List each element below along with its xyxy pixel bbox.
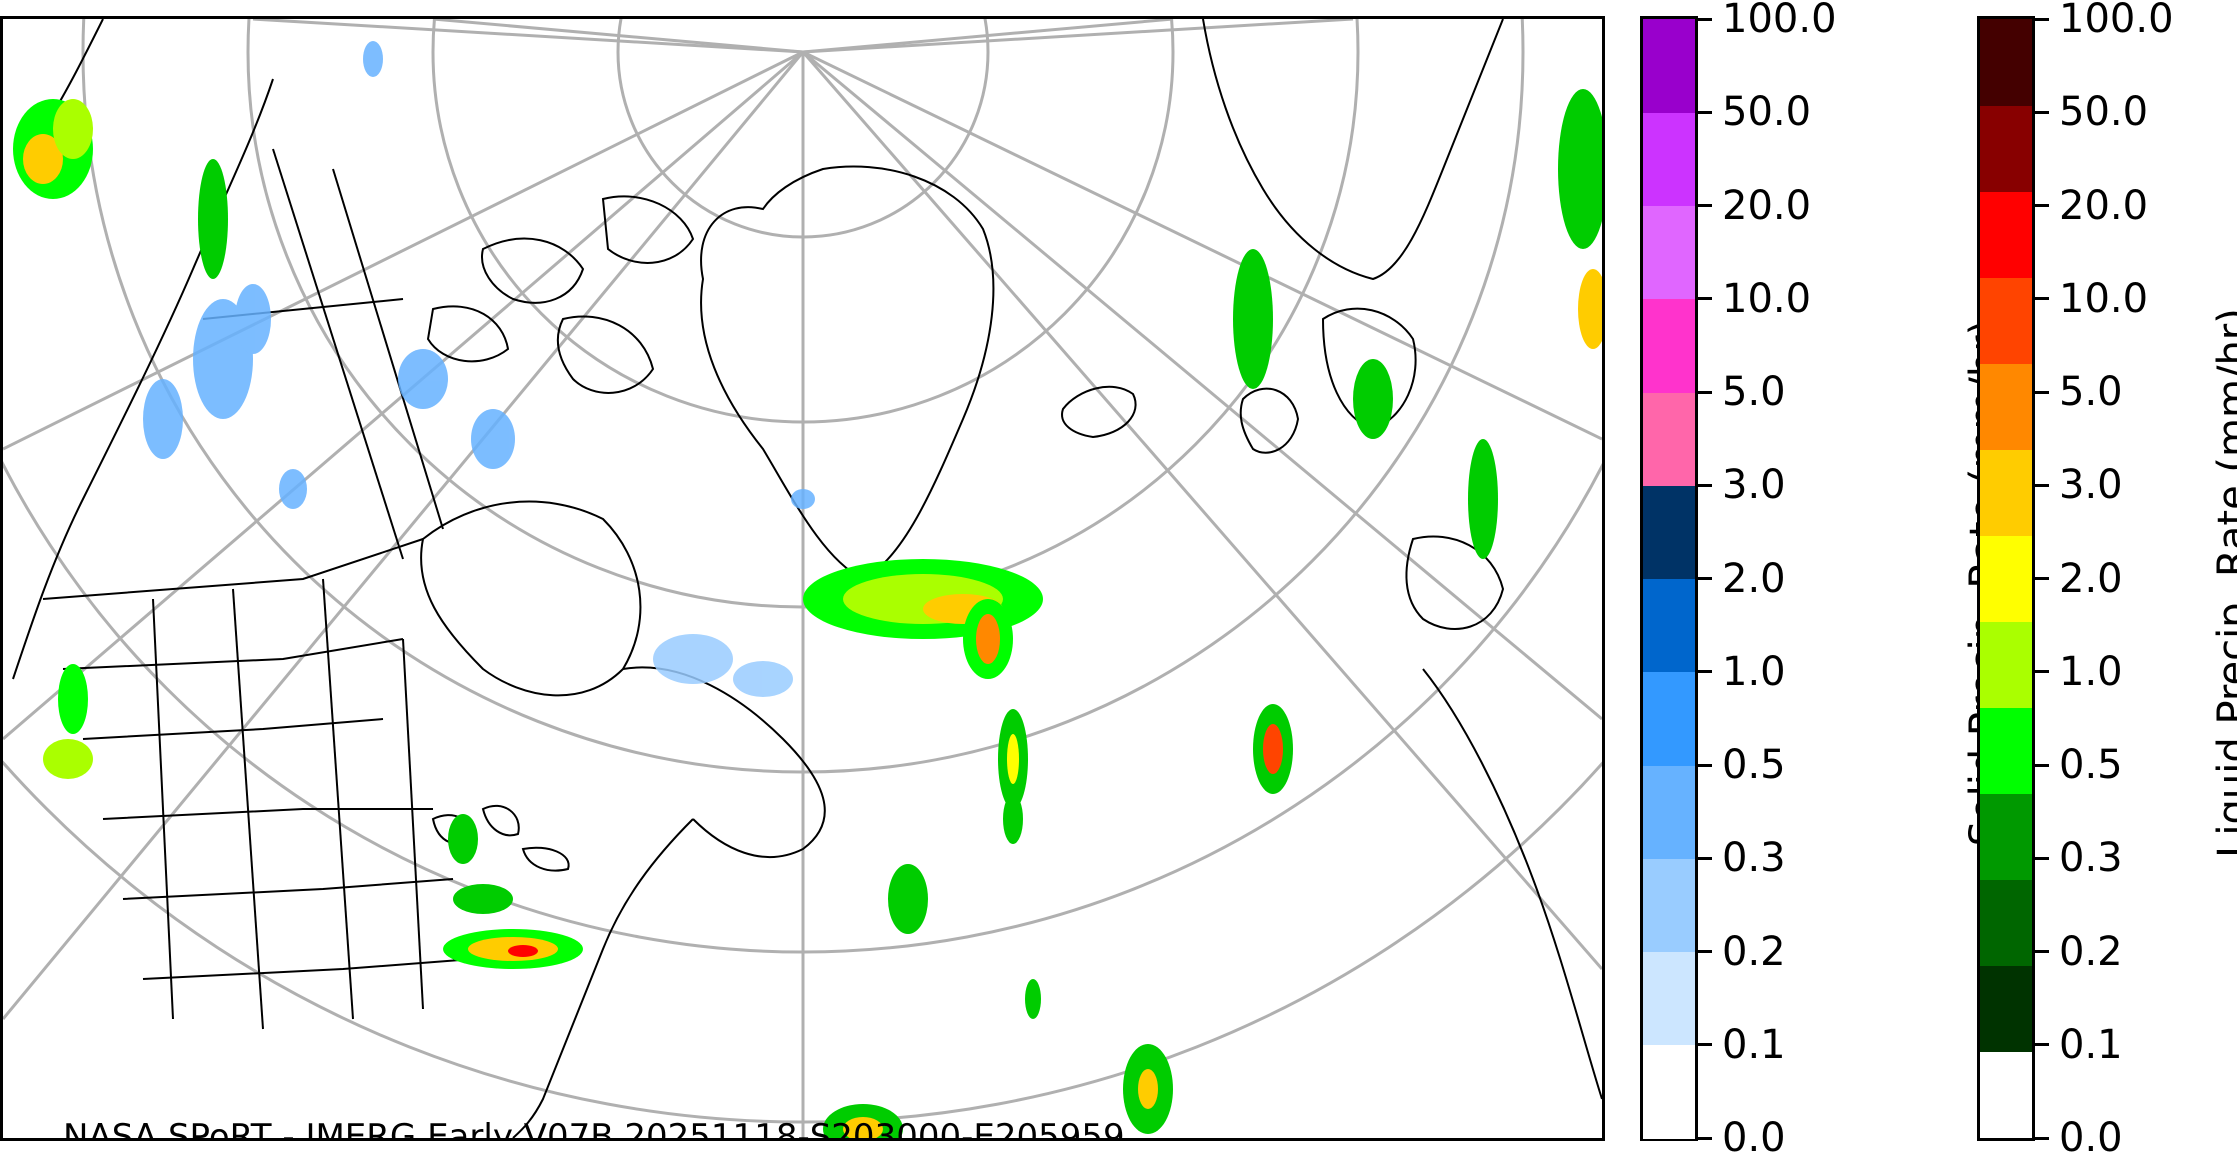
tick-label: 20.0 (2059, 182, 2149, 229)
tick-label: 0.1 (1722, 1021, 1786, 1068)
colorbar-segment (1980, 879, 2032, 967)
tick-mark (1698, 390, 1712, 394)
colorbar-segment (1980, 19, 2032, 106)
colorbar-segment (1643, 205, 1695, 300)
tick-label: 3.0 (2059, 462, 2123, 509)
map-credit: NASA SPoRT - IMERG Early V07B 20251118-S… (63, 1117, 1125, 1141)
tick-label: 10.0 (1722, 275, 1812, 322)
colorbar-segment (1980, 1051, 2032, 1139)
colorbar-segment (1980, 793, 2032, 881)
tick-mark (2035, 17, 2049, 21)
colorbar-segment (1643, 671, 1695, 766)
tick-mark (1698, 856, 1712, 860)
map-canvas (3, 19, 1602, 1138)
tick-label: 5.0 (1722, 369, 1786, 415)
tick-label: 0.5 (1722, 742, 1786, 788)
liquid-precip-areas (13, 89, 1602, 1138)
tick-label: 3.0 (1722, 462, 1786, 509)
tick-mark (2035, 763, 2049, 767)
tick-mark (2035, 483, 2049, 487)
tick-label: 100.0 (1722, 0, 1837, 42)
colorbar-segment (1643, 485, 1695, 579)
tick-mark (1698, 1136, 1712, 1140)
tick-label: 0.1 (2059, 1021, 2123, 1068)
tick-mark (1698, 763, 1712, 767)
tick-mark (2035, 950, 2049, 953)
tick-mark (2035, 577, 2049, 580)
tick-label: 0.3 (1722, 835, 1786, 882)
tick-label: 0.2 (1722, 928, 1786, 975)
tick-label: 10.0 (2059, 275, 2149, 322)
graticule (3, 19, 1602, 1138)
tick-mark (1698, 110, 1712, 114)
tick-mark (2035, 204, 2049, 207)
tick-mark (1698, 17, 1712, 21)
tick-mark (1698, 297, 1712, 301)
colorbar-segment (1643, 112, 1695, 206)
colorbar-segment (1980, 449, 2032, 536)
tick-label: 0.2 (2059, 928, 2123, 975)
colorbar-segment (1980, 277, 2032, 364)
tick-mark (1698, 670, 1712, 674)
liquid-precip-colorbar-ticks: 0.0 0.1 0.2 0.3 0.5 1.0 2.0 3.0 5.0 10.0 20.0 50.0 1… (2035, 0, 2175, 1160)
tick-label: 20.0 (1722, 182, 1812, 229)
tick-mark (2035, 856, 2049, 860)
tick-label: 50.0 (1722, 89, 1812, 136)
colorbar-segment (1980, 535, 2032, 623)
tick-label: 0.5 (2059, 742, 2123, 788)
tick-mark (1698, 1043, 1712, 1047)
colorbar-segment (1643, 298, 1695, 393)
liquid-precip-colorbar (1977, 16, 2035, 1141)
tick-mark (2035, 297, 2049, 301)
colorbar-segment (1980, 965, 2032, 1053)
solid-precip-colorbar (1640, 16, 1698, 1141)
tick-label: 1.0 (1722, 648, 1786, 695)
colorbar-segment (1980, 191, 2032, 278)
colorbar-segment (1643, 392, 1695, 486)
tick-mark (1698, 577, 1712, 580)
solid-precip-areas (143, 41, 815, 697)
colorbar-segment (1643, 19, 1695, 113)
colorbar-segment (1643, 858, 1695, 952)
tick-mark (2035, 1043, 2049, 1047)
tick-label: 0.3 (2059, 835, 2123, 882)
tick-mark (2035, 390, 2049, 394)
tick-label: 0.0 (2059, 1115, 2123, 1161)
colorbar-segment (1643, 951, 1695, 1046)
colorbar-segment (1980, 105, 2032, 192)
coastlines (12, 19, 1602, 1138)
tick-mark (1698, 483, 1712, 487)
tick-mark (2035, 1136, 2049, 1140)
colorbar-segment (1980, 707, 2032, 795)
precipitation-map: NASA SPoRT - IMERG Early V07B 20251118-S… (0, 16, 1605, 1141)
tick-label: 100.0 (2059, 0, 2174, 42)
colorbar-segment (1643, 578, 1695, 673)
tick-label: 0.0 (1722, 1115, 1786, 1161)
tick-label: 1.0 (2059, 648, 2123, 695)
solid-precip-colorbar-ticks: 0.0 0.1 0.2 0.3 0.5 1.0 2.0 3.0 5.0 10.0 20.0 50.0 1… (1698, 0, 1838, 1160)
tick-label: 50.0 (2059, 89, 2149, 136)
tick-mark (2035, 110, 2049, 114)
tick-label: 2.0 (2059, 555, 2123, 602)
tick-mark (1698, 204, 1712, 207)
tick-mark (1698, 950, 1712, 953)
colorbar-segment (1980, 363, 2032, 450)
colorbar-segment (1643, 1044, 1695, 1139)
tick-mark (2035, 670, 2049, 674)
liquid-precip-colorbar-title: Liquid Precip. Rate (mm/hr) (2210, 308, 2237, 858)
colorbar-segment (1643, 765, 1695, 859)
colorbar-segment (1980, 621, 2032, 709)
tick-label: 2.0 (1722, 555, 1786, 602)
tick-label: 5.0 (2059, 369, 2123, 415)
